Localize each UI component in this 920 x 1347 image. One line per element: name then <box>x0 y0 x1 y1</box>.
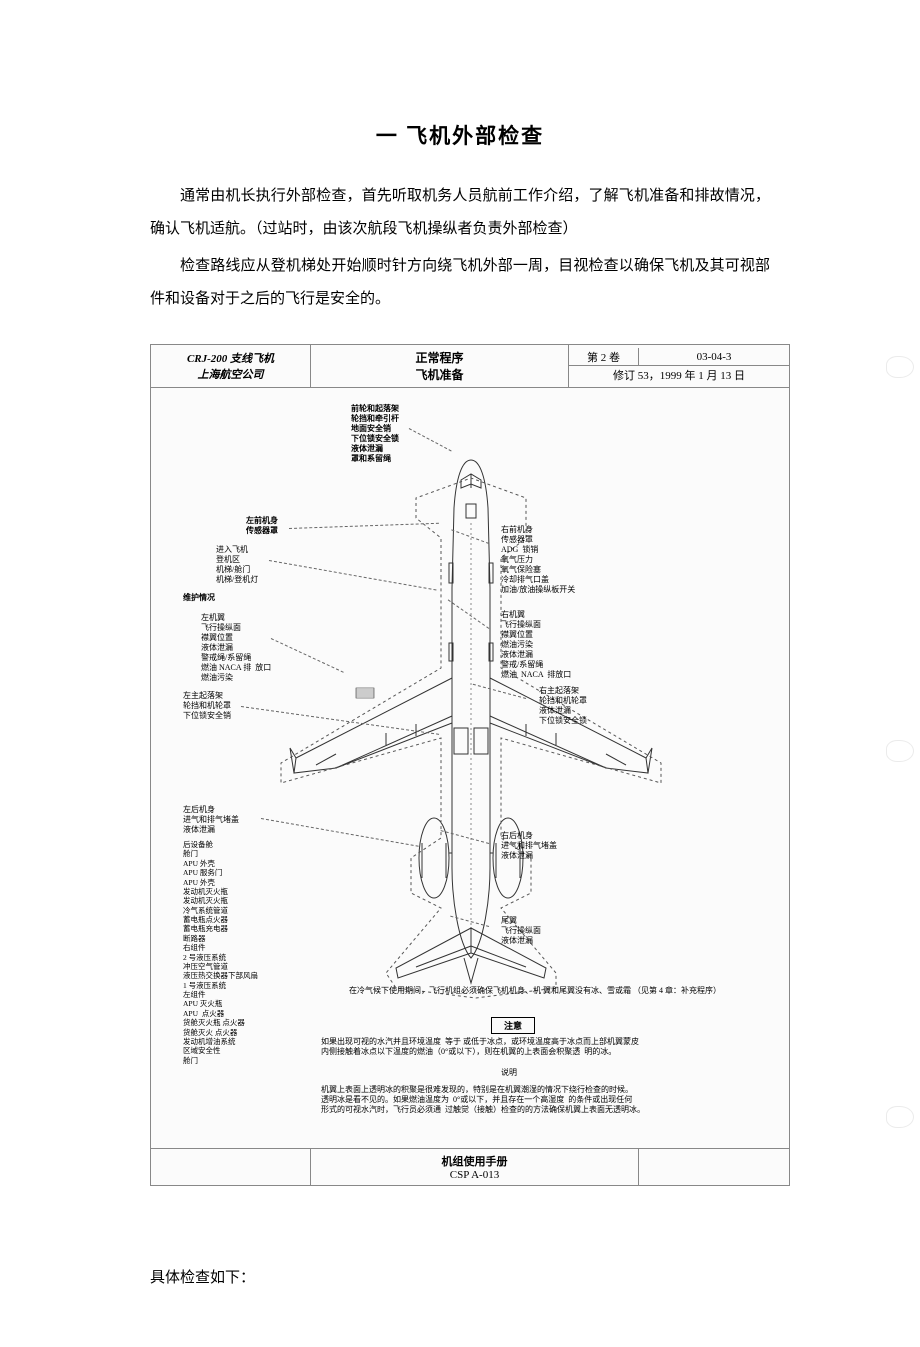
paragraph-2: 检查路线应从登机梯处开始顺时针方向绕飞机外部一周，目视检查以确保飞机及其可视部件… <box>150 250 770 316</box>
footer-title: 机组使用手册 CSP A-013 <box>311 1149 639 1185</box>
label-right-fwd: 右前机身 传感器罩 ADG 锁销 氧气压力 氧气保险塞 冷却排气口盖 加油/放油… <box>501 525 575 595</box>
scan-artifact <box>886 356 914 378</box>
notice-text: 如果出现可视的水汽并且环境温度 等于 或低于冰点，或环境温度高于冰点而上部机翼蒙… <box>321 1037 761 1057</box>
label-right-main-gear: 右主起落架 轮挡和机轮罩 液体泄漏 下位锁安全锁 <box>539 686 587 726</box>
diagram-footer: 机组使用手册 CSP A-013 <box>151 1148 789 1185</box>
label-left-fwd: 左前机身 传感器罩 <box>246 516 278 536</box>
header-aircraft: CRJ-200 支线飞机 上海航空公司 <box>151 345 311 387</box>
label-cold-weather: 在冷气候下使用期间，飞行机组必须确保飞机机身、机 翼和尾翼没有冰、雪或霜 （见第… <box>349 986 729 996</box>
label-rear-equip: 后设备舱 舱门 APU 外壳 APU 服务门 APU 外壳 发动机灭火瓶 发动机… <box>183 840 258 1065</box>
explain-label: 说明 <box>501 1068 517 1078</box>
notice-box: 注意 <box>491 1017 535 1034</box>
header-right: 第 2 卷 03-04-3 修订 53，1999 年 1 月 13 日 <box>569 345 789 387</box>
scan-artifact <box>886 740 914 762</box>
header-center: 正常程序 飞机准备 <box>311 345 569 387</box>
label-left-wing: 左机翼 飞行操纵面 襟翼位置 液体泄漏 警戒绳/系留绳 燃油 NACA 排 放口… <box>201 613 271 683</box>
label-right-wing: 右机翼 飞行操纵面 襟翼位置 燃油污染 液体泄漏 警戒/系留绳 燃油 NACA … <box>501 610 571 680</box>
paragraph-1: 通常由机长执行外部检查，首先听取机务人员航前工作介绍，了解飞机准备和排故情况，确… <box>150 180 770 246</box>
header-docnum: 03-04-3 <box>639 348 789 365</box>
header-volume: 第 2 卷 <box>569 348 639 365</box>
label-nose-gear: 前轮和起落架 轮挡和牵引杆 地面安全销 下位锁安全锁 液体泄漏 罩和系留绳 <box>351 404 399 464</box>
bottom-text: 具体检查如下： <box>150 1266 770 1287</box>
diagram-header: CRJ-200 支线飞机 上海航空公司 正常程序 飞机准备 第 2 卷 03-0… <box>151 345 789 388</box>
page-title: 一 飞机外部检查 <box>150 120 770 150</box>
label-tail: 尾翼 飞行操纵面 液体泄漏 <box>501 916 541 946</box>
diagram-container: CRJ-200 支线飞机 上海航空公司 正常程序 飞机准备 第 2 卷 03-0… <box>150 344 790 1186</box>
label-left-aft: 左后机身 进气和排气堵盖 液体泄漏 <box>183 805 239 835</box>
label-left-main-gear: 左主起落架 轮挡和机轮罩 下位锁安全销 <box>183 691 231 721</box>
aircraft-schematic <box>266 448 676 1048</box>
explain-text: 机翼上表面上透明冰的积聚是很难发现的，特别是在机翼潮湿的情况下绕行检查的时候。 … <box>321 1085 761 1115</box>
scan-artifact <box>886 1106 914 1128</box>
label-entry: 进入飞机 登机区 机梯/舱门 机梯/登机灯 <box>216 545 258 585</box>
label-right-aft: 右后机身 进气和排气堵盖 液体泄漏 <box>501 831 557 861</box>
diagram-body: 前轮和起落架 轮挡和牵引杆 地面安全销 下位锁安全锁 液体泄漏 罩和系留绳 左前… <box>151 388 789 1148</box>
header-revision: 修订 53，1999 年 1 月 13 日 <box>569 366 789 384</box>
label-maint: 维护情况 <box>183 593 215 603</box>
